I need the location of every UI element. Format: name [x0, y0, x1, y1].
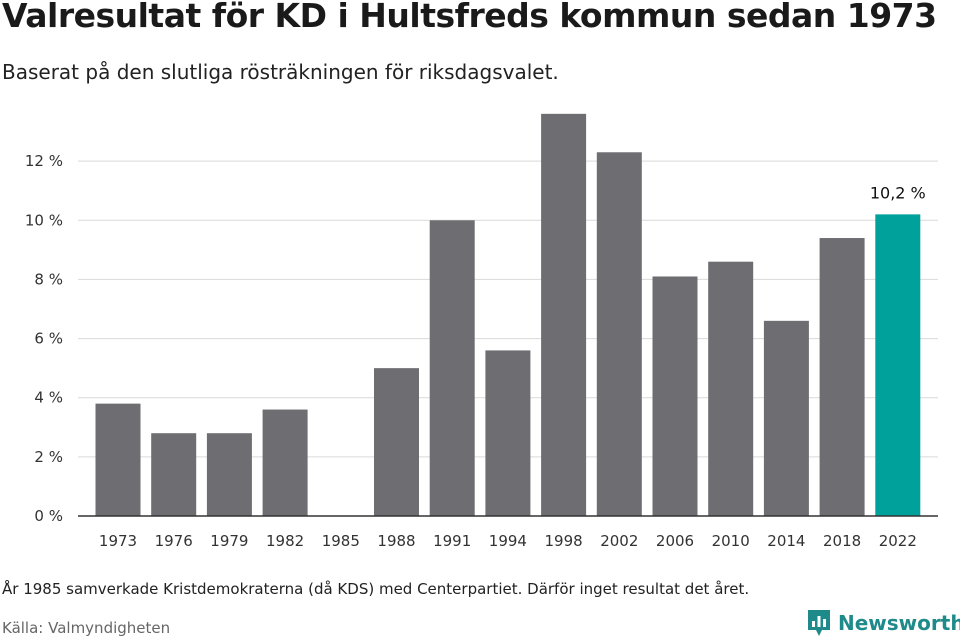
bar: [652, 276, 698, 516]
brand-logo[interactable]: Newsworthy: [806, 608, 960, 638]
source-note: Källa: Valmyndigheten: [2, 619, 171, 637]
x-tick-label: 1982: [266, 532, 304, 550]
bar: [485, 350, 531, 516]
x-tick-label: 2014: [767, 532, 805, 550]
chart-title: Valresultat för KD i Hultsfreds kommun s…: [2, 0, 937, 35]
x-tick-label: 2022: [879, 532, 917, 550]
bar: [374, 368, 419, 516]
newsworthy-logo-icon: [808, 610, 830, 636]
bar: [206, 433, 252, 516]
x-tick-label: 2002: [600, 532, 638, 550]
x-tick-label: 1979: [210, 532, 248, 550]
x-tick-label: 2018: [823, 532, 861, 550]
bar: [819, 238, 865, 516]
bar: [429, 220, 475, 517]
bar: [596, 152, 642, 516]
y-tick-label: 2 %: [34, 448, 63, 466]
y-tick-label: 8 %: [34, 270, 63, 288]
x-tick-label: 1994: [489, 532, 527, 550]
x-tick-label: 2006: [656, 532, 694, 550]
data-label: 10,2 %: [870, 183, 926, 202]
bar: [262, 409, 308, 516]
y-tick-label: 12 %: [25, 152, 63, 170]
chart-subtitle: Baserat på den slutliga rösträkningen fö…: [2, 60, 559, 84]
brand-name: Newsworthy: [838, 611, 960, 635]
x-tick-label: 1998: [545, 532, 583, 550]
bar: [708, 261, 754, 516]
y-tick-label: 10 %: [25, 211, 63, 229]
bar: [763, 320, 809, 516]
y-tick-label: 4 %: [34, 389, 63, 407]
x-tick-label: 1973: [99, 532, 137, 550]
bar: [541, 113, 587, 516]
x-tick-label: 1985: [322, 532, 360, 550]
bar: [95, 403, 141, 516]
x-tick-label: 1988: [377, 532, 415, 550]
y-tick-label: 0 %: [34, 507, 63, 525]
x-tick-label: 1976: [155, 532, 193, 550]
chart-footnote: År 1985 samverkade Kristdemokraterna (då…: [2, 580, 750, 598]
bar: [875, 214, 921, 516]
y-tick-label: 6 %: [34, 330, 63, 348]
x-tick-label: 1991: [433, 532, 471, 550]
bar: [151, 433, 197, 516]
bar-chart: 0 % 2 % 4 % 6 % 8 % 10 % 12 % 1973 1976 1979 1982 1…: [25, 113, 938, 550]
x-tick-label: 2010: [712, 532, 750, 550]
